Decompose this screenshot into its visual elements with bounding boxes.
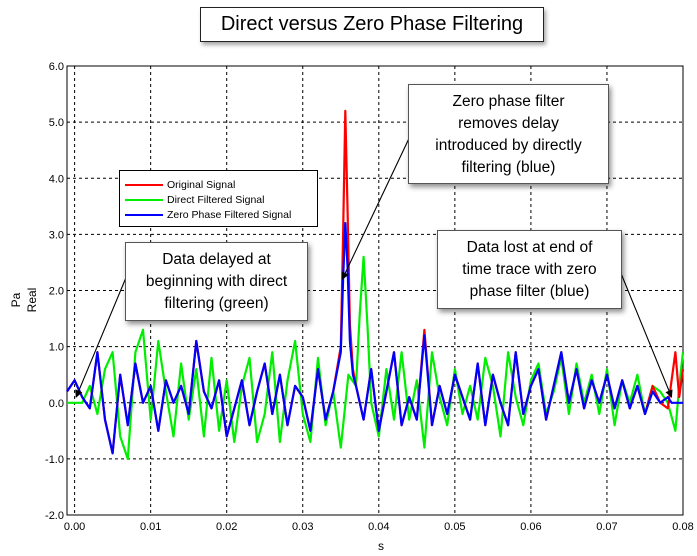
y-tick-label: -2.0 <box>45 510 64 522</box>
legend-item-direct: Direct Filtered Signal <box>125 192 317 207</box>
y-tick-label: 5.0 <box>49 117 64 129</box>
legend: Original Signal Direct Filtered Signal Z… <box>119 170 318 227</box>
series-group <box>66 109 685 460</box>
annotation-arrow-lost <box>617 265 673 398</box>
x-tick-label: 0.04 <box>368 521 389 533</box>
y-tick-label: 1.0 <box>49 342 64 354</box>
y-axis-label-type: Real <box>25 288 39 313</box>
y-tick-labels: -2.0 -1.0 0.0 1.0 2.0 3.0 4.0 5.0 6.0 <box>45 61 64 522</box>
x-tick-label: 0.02 <box>216 521 237 533</box>
annotation-lost-line-1: Data lost at end of <box>466 239 593 256</box>
x-tick-label: 0.03 <box>292 521 313 533</box>
legend-item-original: Original Signal <box>125 177 317 192</box>
x-tick-labels: 0.00 0.01 0.02 0.03 0.04 0.05 0.06 0.07 0.08 <box>64 521 694 533</box>
x-tick-label: 0.00 <box>64 521 85 533</box>
legend-label-original: Original Signal <box>167 178 236 191</box>
x-tick-label: 0.08 <box>672 521 693 533</box>
annotation-arrow-delayed <box>75 267 131 398</box>
legend-item-zero-phase: Zero Phase Filtered Signal <box>125 207 317 222</box>
y-tick-label: 6.0 <box>49 61 64 73</box>
plot-frame <box>66 65 684 516</box>
annotation-zero-phase-line-3: introduced by directly <box>435 137 582 154</box>
legend-label-zero-phase: Zero Phase Filtered Signal <box>167 208 292 221</box>
y-tick-label: 4.0 <box>49 173 64 185</box>
y-tick-label: 0.0 <box>49 398 64 410</box>
annotation-delayed: Data delayed at beginning with direct fi… <box>125 242 308 321</box>
annotation-zero-phase: Zero phase filter removes delay introduc… <box>408 84 609 184</box>
x-tick-label: 0.01 <box>140 521 161 533</box>
annotation-zero-phase-line-1: Zero phase filter <box>452 93 565 110</box>
x-axis-label: s <box>378 539 384 553</box>
annotation-lost-line-2: time trace with zero <box>462 261 597 278</box>
annotation-delayed-line-1: Data delayed at <box>162 251 271 268</box>
annotation-delayed-line-2: beginning with direct <box>145 273 288 290</box>
chart-title: Direct versus Zero Phase Filtering <box>200 7 544 42</box>
y-tick-label: 2.0 <box>49 286 64 298</box>
annotation-lost: Data lost at end of time trace with zero… <box>437 230 622 309</box>
annotation-arrows <box>75 129 673 398</box>
x-tick-label: 0.07 <box>596 521 617 533</box>
annotation-delayed-line-3: filtering (green) <box>164 295 269 312</box>
x-tick-label: 0.05 <box>444 521 465 533</box>
legend-swatch-direct <box>125 198 163 201</box>
annotation-lost-line-3: phase filter (blue) <box>469 283 590 300</box>
y-tick-label: -1.0 <box>45 454 64 466</box>
legend-label-direct: Direct Filtered Signal <box>167 193 265 206</box>
y-axis-label-unit: Pa <box>9 292 23 307</box>
legend-swatch-zero-phase <box>125 213 163 216</box>
annotation-zero-phase-line-2: removes delay <box>458 115 559 132</box>
annotation-zero-phase-line-4: filtering (blue) <box>461 159 556 176</box>
y-tick-label: 3.0 <box>49 229 64 241</box>
series-line-zero-phase-filtered-signal <box>66 222 683 455</box>
x-tick-label: 0.06 <box>520 521 541 533</box>
annotation-arrow-zero-phase <box>341 129 414 280</box>
legend-swatch-original <box>125 183 163 186</box>
